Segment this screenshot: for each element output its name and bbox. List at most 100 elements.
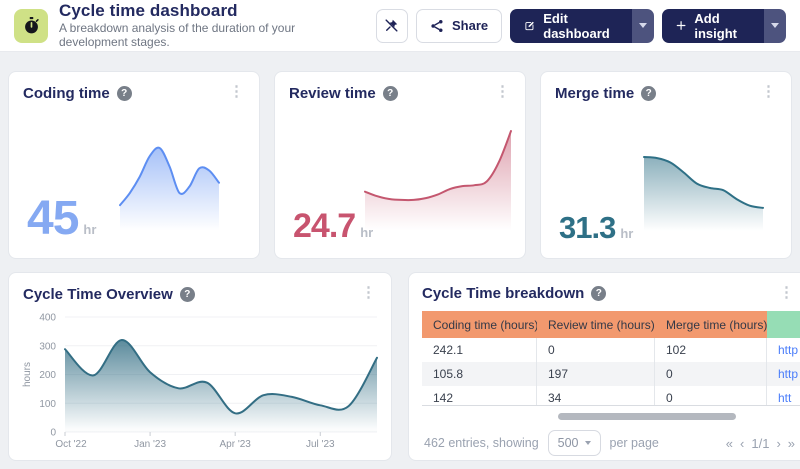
table-cell: htt bbox=[767, 386, 800, 405]
page-subtitle: A breakdown analysis of the duration of … bbox=[59, 21, 296, 50]
review-time-sparkline[interactable] bbox=[364, 128, 513, 244]
pin-slash-icon bbox=[385, 19, 398, 32]
header-actions: Share Edit dashboard Add insight bbox=[375, 8, 786, 43]
table-header-cell[interactable] bbox=[767, 311, 800, 338]
review-time-card-title: Review time bbox=[289, 85, 376, 102]
cycle-time-overview-card: Cycle Time Overview ? ⋮ 0 100 200 300 400 hou… bbox=[8, 272, 392, 461]
edit-pencil-icon bbox=[525, 21, 535, 30]
merge-time-sparkline[interactable] bbox=[643, 154, 765, 241]
review-time-value: 24.7 bbox=[293, 207, 356, 245]
entries-count-text: 462 entries, showing bbox=[424, 436, 539, 450]
coding-time-card: Coding time ? ⋮ 45 hr bbox=[8, 71, 260, 259]
svg-text:100: 100 bbox=[39, 399, 56, 410]
add-insight-caret[interactable] bbox=[764, 8, 786, 43]
next-page-button[interactable]: › bbox=[776, 435, 781, 451]
breakdown-card-title: Cycle Time breakdown bbox=[422, 285, 585, 302]
table-cell: 0 bbox=[537, 338, 655, 362]
table-header-cell[interactable]: Coding time (hours) bbox=[422, 311, 537, 338]
overview-card-title: Cycle Time Overview bbox=[23, 286, 173, 303]
table-header-cell[interactable]: Review time (hours) bbox=[537, 311, 655, 338]
table-cell: http bbox=[767, 338, 800, 362]
help-icon[interactable]: ? bbox=[179, 287, 195, 302]
merge-time-card-title: Merge time bbox=[555, 85, 635, 102]
chevron-down-icon bbox=[771, 23, 780, 28]
kebab-menu-icon[interactable]: ⋮ bbox=[761, 83, 776, 100]
add-insight-button[interactable]: Add insight bbox=[662, 8, 765, 43]
page-size-value: 500 bbox=[557, 436, 579, 450]
edit-dashboard-split-button: Edit dashboard bbox=[510, 8, 655, 43]
edit-dashboard-button[interactable]: Edit dashboard bbox=[510, 8, 633, 43]
first-page-button[interactable]: « bbox=[725, 435, 734, 451]
top-bar: Cycle time dashboard A breakdown analysi… bbox=[0, 0, 800, 52]
help-icon[interactable]: ? bbox=[641, 86, 657, 101]
previous-page-button[interactable]: ‹ bbox=[740, 435, 745, 451]
help-icon[interactable]: ? bbox=[591, 286, 607, 301]
svg-text:300: 300 bbox=[39, 341, 56, 352]
coding-time-unit: hr bbox=[83, 222, 97, 237]
last-page-button[interactable]: » bbox=[787, 435, 796, 451]
coding-time-value: 45 bbox=[27, 192, 79, 245]
svg-text:Jan '23: Jan '23 bbox=[134, 439, 166, 450]
table-cell: http bbox=[767, 362, 800, 386]
kebab-menu-icon[interactable]: ⋮ bbox=[495, 83, 510, 100]
horizontal-scrollbar-thumb[interactable] bbox=[558, 413, 736, 420]
dashboard-icon-tile bbox=[14, 8, 48, 43]
edit-dashboard-caret[interactable] bbox=[632, 8, 655, 43]
help-icon[interactable]: ? bbox=[382, 86, 398, 101]
share-button[interactable]: Share bbox=[416, 8, 503, 43]
unpin-button[interactable] bbox=[375, 8, 409, 43]
table-cell: 102 bbox=[655, 338, 767, 362]
per-page-text: per page bbox=[609, 436, 659, 450]
svg-text:400: 400 bbox=[39, 313, 56, 324]
svg-text:200: 200 bbox=[39, 370, 56, 381]
table-header-row: Coding time (hours) Review time (hours) Me… bbox=[422, 311, 800, 338]
share-button-label: Share bbox=[452, 18, 489, 33]
stopwatch-icon bbox=[24, 16, 39, 34]
table-footer: 462 entries, showing 500 per page « ‹ 1/… bbox=[422, 421, 800, 456]
merge-time-card: Merge time ? ⋮ 31.3 hr bbox=[540, 71, 792, 259]
svg-text:Oct '22: Oct '22 bbox=[55, 439, 87, 450]
svg-text:hours: hours bbox=[22, 362, 33, 387]
pagination: « ‹ 1/1 › » bbox=[726, 436, 795, 451]
review-time-card: Review time ? ⋮ 24.7 hr bbox=[274, 71, 526, 259]
kebab-menu-icon[interactable]: ⋮ bbox=[229, 83, 244, 100]
cycle-time-breakdown-card: Cycle Time breakdown ? ⋮ Coding time (ho… bbox=[408, 272, 800, 461]
table-cell: 142 bbox=[422, 386, 537, 405]
coding-time-card-title: Coding time bbox=[23, 85, 110, 102]
table-row: 105.8 197 0 http bbox=[422, 362, 800, 386]
svg-text:0: 0 bbox=[50, 428, 56, 439]
horizontal-scrollbar-track[interactable] bbox=[422, 413, 800, 421]
edit-dashboard-label: Edit dashboard bbox=[543, 10, 610, 41]
dashboard-body: Coding time ? ⋮ 45 hr Review time ? ⋮ 24… bbox=[0, 52, 800, 469]
table-cell: 197 bbox=[537, 362, 655, 386]
table-header-cell[interactable]: Merge time (hours) bbox=[655, 311, 767, 338]
add-insight-split-button: Add insight bbox=[662, 8, 786, 43]
chevron-down-icon bbox=[584, 441, 591, 445]
svg-text:Jul '23: Jul '23 bbox=[306, 439, 335, 450]
kebab-menu-icon[interactable]: ⋮ bbox=[361, 284, 376, 301]
stat-cards-row: Coding time ? ⋮ 45 hr Review time ? ⋮ 24… bbox=[8, 71, 792, 259]
merge-time-value: 31.3 bbox=[559, 210, 616, 245]
table-cell: 105.8 bbox=[422, 362, 537, 386]
review-time-unit: hr bbox=[360, 225, 374, 240]
table-cell: 242.1 bbox=[422, 338, 537, 362]
table-cell: 0 bbox=[655, 362, 767, 386]
table-cell: 34 bbox=[537, 386, 655, 405]
pr-link[interactable]: htt bbox=[778, 391, 792, 405]
plus-icon bbox=[676, 21, 686, 30]
coding-time-sparkline[interactable] bbox=[119, 145, 221, 242]
page-size-dropdown[interactable]: 500 bbox=[547, 430, 601, 456]
merge-time-unit: hr bbox=[620, 226, 634, 241]
svg-text:Apr '23: Apr '23 bbox=[219, 439, 251, 450]
share-icon bbox=[431, 19, 443, 32]
pr-link[interactable]: http bbox=[778, 343, 799, 357]
cycle-time-overview-chart[interactable]: 0 100 200 300 400 hours Oct '22 Jan '23 Apr '23 J… bbox=[19, 309, 383, 454]
table-cell: 0 bbox=[655, 386, 767, 405]
help-icon[interactable]: ? bbox=[116, 86, 132, 101]
breakdown-table: Coding time (hours) Review time (hours) Me… bbox=[422, 311, 800, 406]
pr-link[interactable]: http bbox=[778, 367, 799, 381]
table-row: 142 34 0 htt bbox=[422, 386, 800, 405]
kebab-menu-icon[interactable]: ⋮ bbox=[779, 284, 795, 301]
table-row: 242.1 0 102 http bbox=[422, 338, 800, 362]
page-indicator: 1/1 bbox=[751, 435, 770, 451]
